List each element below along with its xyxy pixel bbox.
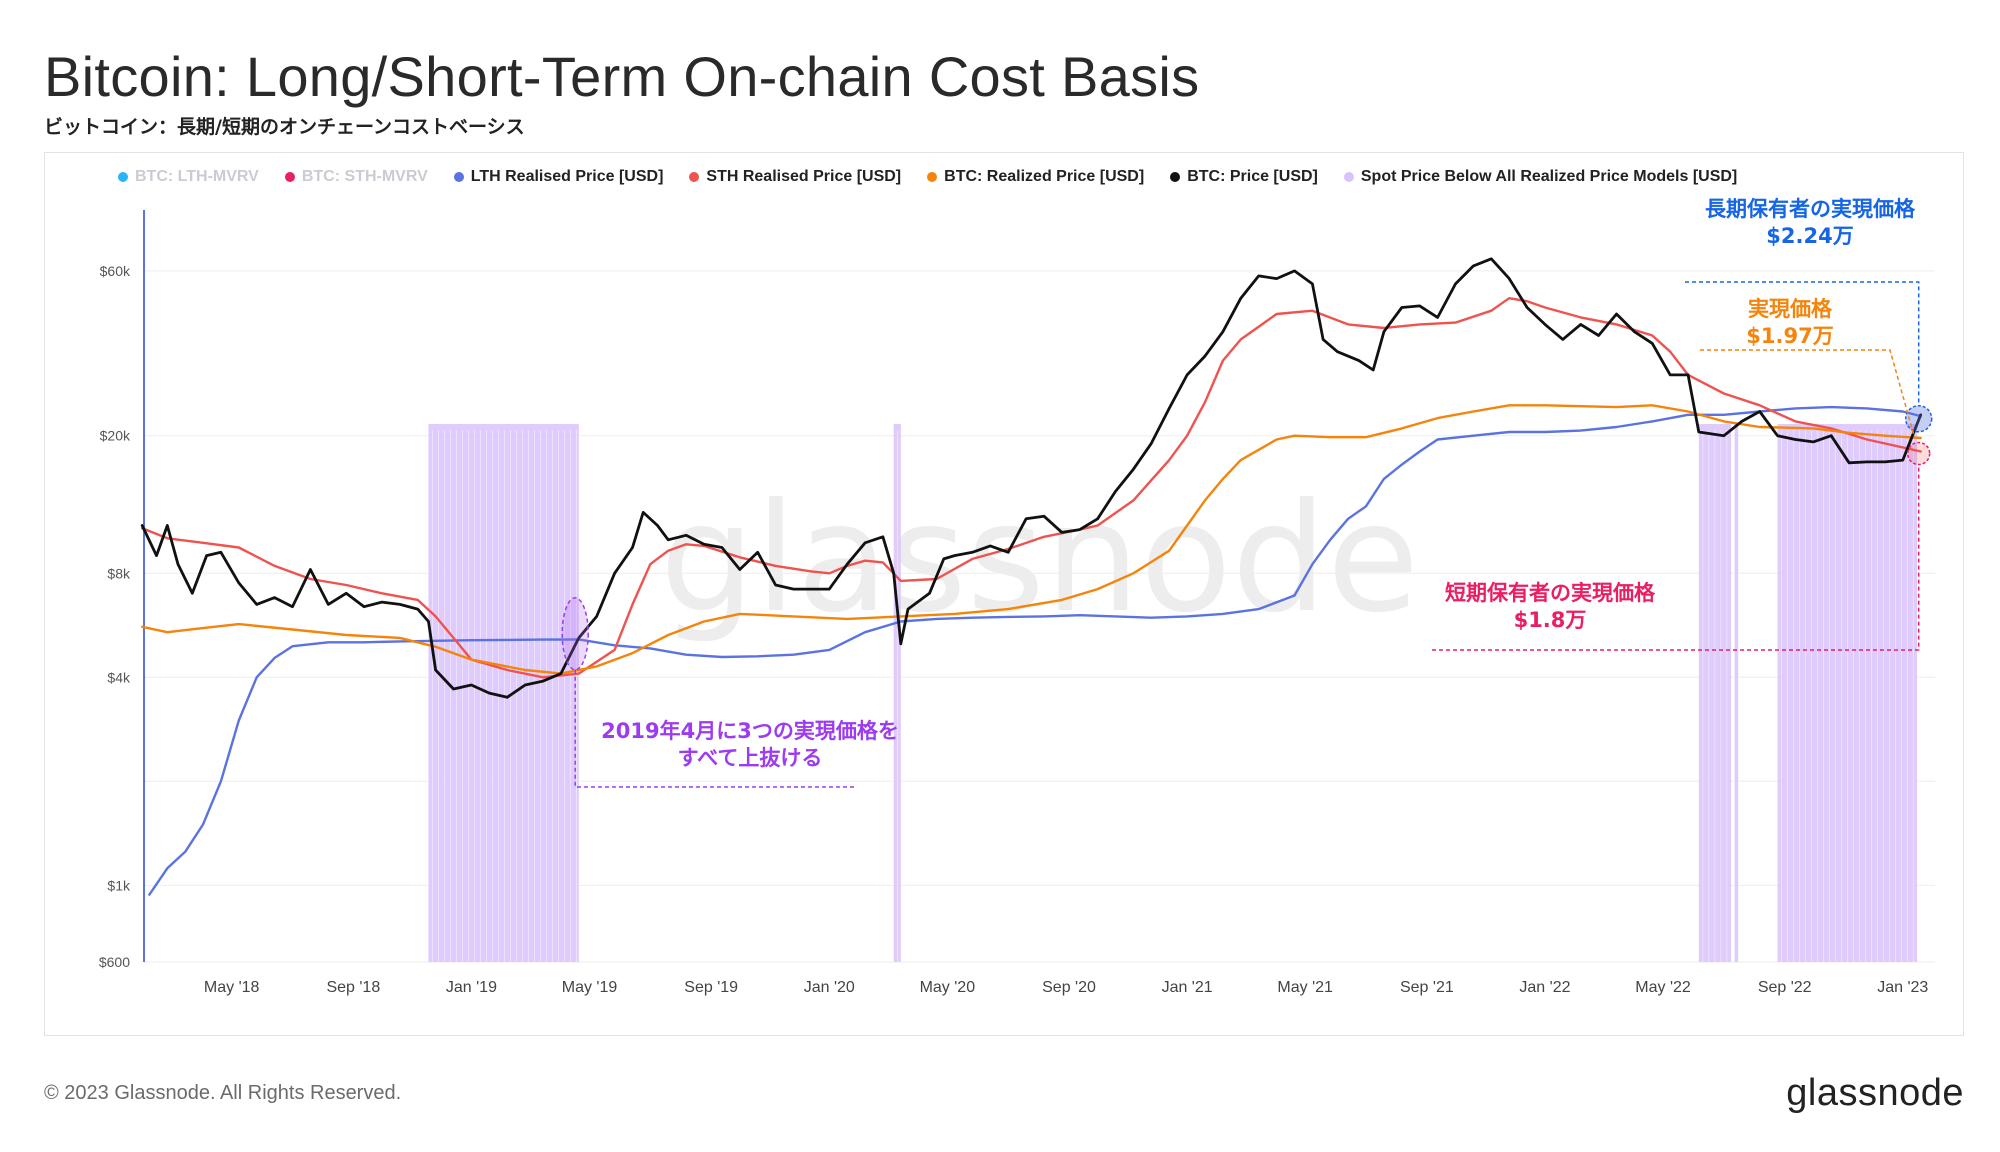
shaded-period-bar	[1698, 424, 1732, 962]
series-line-realized-price	[141, 404, 1922, 675]
annotation-lth-value: $2.24万	[1766, 224, 1854, 249]
legend-dot-icon	[1343, 172, 1354, 182]
x-tick-label: Jan '21	[1162, 979, 1213, 996]
legend-dot-icon	[689, 172, 700, 182]
y-tick-label: $600	[99, 954, 130, 970]
series-line-btc-price	[140, 257, 1923, 699]
page-title: Bitcoin: Long/Short-Term On-chain Cost B…	[44, 45, 1200, 108]
legend-dot-icon	[453, 172, 464, 182]
annotation-sth-value: $1.8万	[1513, 608, 1587, 633]
chart-panel	[44, 152, 1964, 1036]
series-line-lth-realised-price	[148, 405, 1922, 896]
legend-dot-icon	[927, 172, 938, 182]
legend-item-sth-mvrv[interactable]: BTC: STH-MVRV	[284, 168, 428, 186]
leader-line-april-2019	[574, 669, 855, 788]
y-tick-label: $8k	[107, 565, 131, 581]
legend-item-spot-below[interactable]: Spot Price Below All Realized Price Mode…	[1343, 168, 1738, 186]
x-tick-label: Sep '21	[1400, 979, 1454, 996]
legend-dot-icon	[118, 172, 128, 182]
x-tick-label: Sep '19	[684, 979, 738, 996]
legend-item-sth-realised-price[interactable]: STH Realised Price [USD]	[689, 168, 901, 186]
legend-item-lth-mvrv[interactable]: BTC: LTH-MVRV	[118, 168, 259, 186]
y-tick-label: $60k	[100, 263, 131, 279]
x-tick-label: Jan '22	[1519, 979, 1570, 996]
legend-label: BTC: Price [USD]	[1187, 168, 1318, 185]
highlight-marker-sth	[1906, 441, 1931, 466]
annotation-sth: 短期保有者の実現価格 $1.8万	[1400, 580, 1700, 635]
legend-label: BTC: Realized Price [USD]	[944, 168, 1145, 185]
x-tick-label: May '22	[1635, 979, 1691, 996]
leader-line-realized	[1700, 349, 1916, 439]
annotation-realized-title: 実現価格	[1748, 297, 1832, 321]
legend-item-lth-realised-price[interactable]: LTH Realised Price [USD]	[453, 168, 664, 186]
legend-dot-icon	[1170, 172, 1181, 182]
page-subtitle: ビットコイン：長期/短期のオンチェーンコストベーシス	[44, 116, 525, 138]
brand-logo: glassnode	[1786, 1072, 1964, 1114]
leader-line-lth	[1685, 281, 1920, 406]
legend-item-realized-price[interactable]: BTC: Realized Price [USD]	[927, 168, 1144, 186]
x-tick-label: Sep '22	[1758, 979, 1812, 996]
highlight-marker-april-2019	[561, 597, 589, 671]
annotation-april-sub: すべて上抜ける	[677, 746, 823, 771]
shaded-period-bar	[893, 424, 901, 962]
x-tick-label: Jan '20	[804, 979, 855, 996]
x-tick-label: Sep '20	[1042, 979, 1096, 996]
legend-dot-icon	[284, 172, 295, 182]
legend-label: Spot Price Below All Realized Price Mode…	[1360, 168, 1738, 185]
legend-item-btc-price[interactable]: BTC: Price [USD]	[1170, 168, 1318, 186]
x-tick-label: Sep '18	[326, 979, 380, 996]
x-tick-label: Jan '19	[446, 979, 497, 996]
annotation-realized: 実現価格 $1.97万	[1690, 296, 1890, 351]
legend-label: BTC: STH-MVRV	[301, 168, 428, 185]
annotation-realized-value: $1.97万	[1746, 324, 1834, 349]
x-tick-label: May '20	[920, 979, 976, 996]
shaded-period-bar	[1777, 424, 1918, 962]
annotation-lth-title: 長期保有者の実現価格	[1705, 197, 1915, 221]
chart-legend: BTC: LTH-MVRV BTC: STH-MVRV LTH Realised…	[118, 168, 1737, 186]
legend-label: LTH Realised Price [USD]	[470, 168, 664, 185]
x-tick-label: May '18	[204, 979, 260, 996]
annotation-april-2019: 2019年4月に3つの実現価格を すべて上抜ける	[560, 718, 940, 773]
copyright: © 2023 Glassnode. All Rights Reserved.	[44, 1082, 402, 1104]
legend-label: STH Realised Price [USD]	[706, 168, 902, 185]
y-tick-label: $4k	[107, 669, 131, 685]
x-tick-label: Jan '23	[1877, 979, 1928, 996]
shaded-period-bar	[1734, 424, 1739, 962]
shaded-period-bar	[428, 424, 579, 962]
legend-label: BTC: LTH-MVRV	[135, 168, 259, 185]
watermark-text: glassnode	[660, 472, 1419, 646]
annotation-april-title: 2019年4月に3つの実現価格を	[601, 719, 899, 743]
x-tick-label: May '19	[562, 979, 618, 996]
y-tick-label: $20k	[100, 428, 131, 444]
leader-line-sth	[1432, 464, 1920, 651]
series-line-sth-realised-price	[141, 297, 1922, 679]
y-tick-label: $1k	[107, 877, 131, 893]
annotation-lth: 長期保有者の実現価格 $2.24万	[1660, 196, 1960, 251]
annotation-sth-title: 短期保有者の実現価格	[1445, 581, 1655, 605]
x-tick-label: May '21	[1277, 979, 1333, 996]
